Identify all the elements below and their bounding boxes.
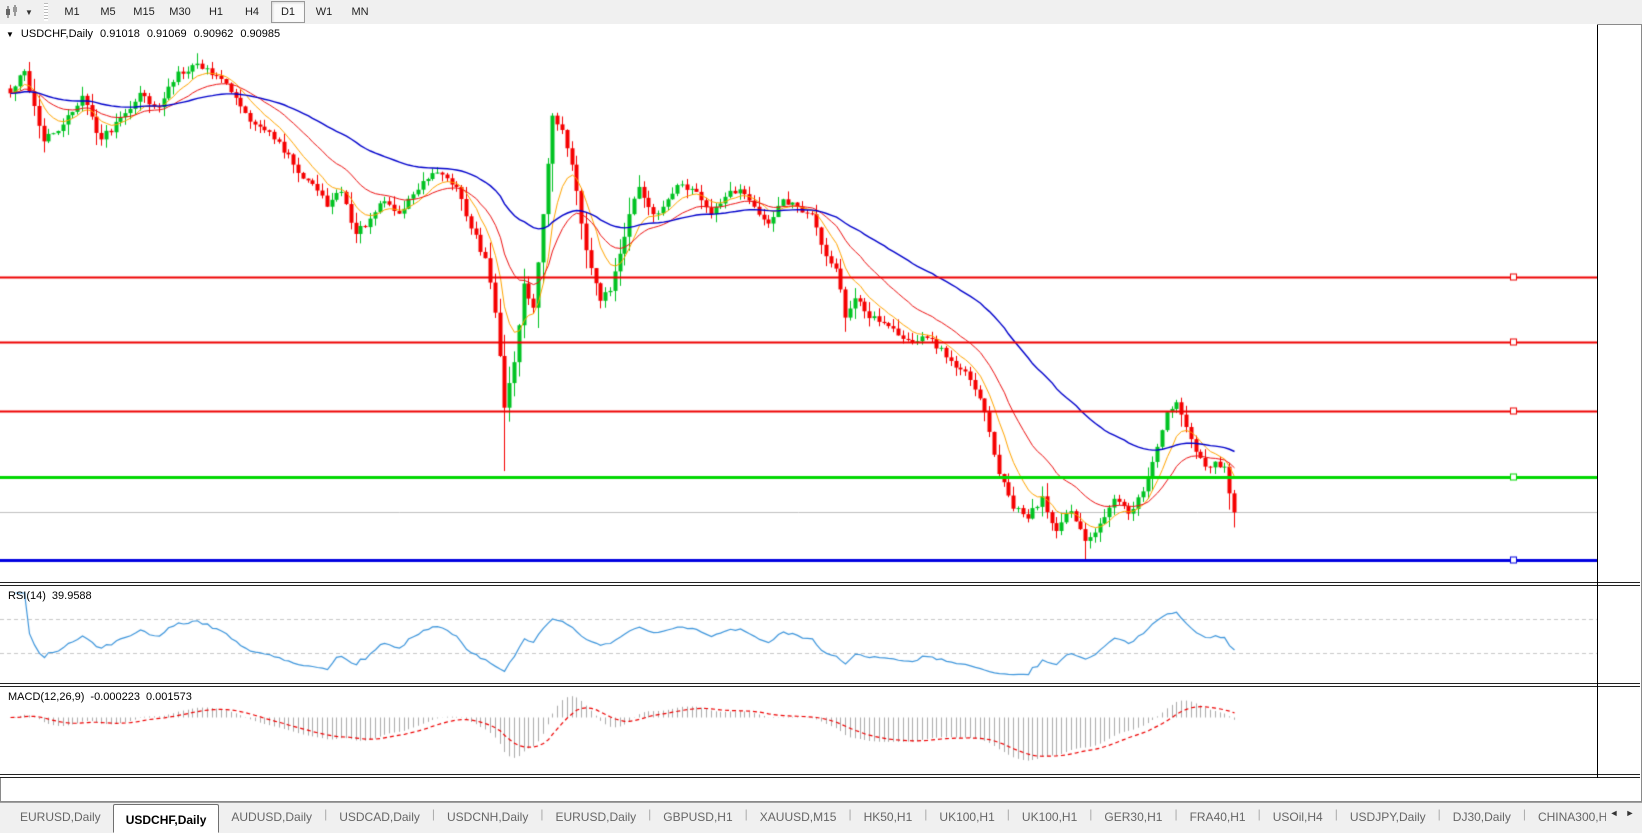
tab-uk100-h1[interactable]: UK100,H1 bbox=[939, 810, 995, 824]
tab-separator: | bbox=[1174, 807, 1178, 821]
ohlc-open: 0.91018 bbox=[100, 28, 140, 40]
macd-signal-value: 0.001573 bbox=[145, 691, 192, 703]
candlestick-glyph bbox=[6, 5, 17, 18]
tab-gbpusd-h1[interactable]: GBPUSD,H1 bbox=[663, 810, 733, 824]
rsi-name: RSI(14) bbox=[8, 590, 46, 602]
tab-usdcnh-daily[interactable]: USDCNH,Daily bbox=[447, 810, 529, 824]
ohlc-close: 0.90985 bbox=[240, 28, 281, 40]
timeframe-button-group: M1 M5 M15 M30 H1 H4 D1 W1 MN bbox=[54, 1, 378, 23]
macd-dateaxis-border bbox=[0, 774, 1640, 778]
tab-china300-h1[interactable]: CHINA300,H1 bbox=[1537, 810, 1606, 824]
ohlc-high: 0.91069 bbox=[146, 28, 187, 40]
rsi-pane-label: RSI(14) 39.9588 bbox=[8, 590, 92, 602]
macd-main-value: -0.000223 bbox=[90, 691, 140, 703]
tab-eurusd-daily[interactable]: EURUSD,Daily bbox=[555, 810, 637, 824]
chart-type-icon[interactable] bbox=[2, 2, 22, 22]
tab-fra40-h1[interactable]: FRA40,H1 bbox=[1189, 810, 1246, 824]
tab-hk50-h1[interactable]: HK50,H1 bbox=[863, 810, 913, 824]
tab-ger30-h1[interactable]: GER30,H1 bbox=[1104, 810, 1163, 824]
timeframe-button-MN[interactable]: MN bbox=[351, 6, 369, 18]
rsi-value: 39.9588 bbox=[51, 590, 92, 602]
axis-border-line bbox=[1597, 25, 1598, 778]
timeframe-button-M30[interactable]: M30 bbox=[169, 6, 191, 18]
tab-usdcad-daily[interactable]: USDCAD,Daily bbox=[339, 810, 420, 824]
chart-tab-bar: EURUSD,Daily USDCHF,Daily AUDUSD,Daily | USD… bbox=[0, 802, 1642, 833]
tab-eurusd-daily[interactable]: EURUSD,Daily bbox=[20, 810, 101, 824]
tab-separator: | bbox=[324, 807, 328, 821]
tab-usdchf-daily[interactable]: USDCHF,Daily bbox=[112, 804, 220, 833]
tab-separator: | bbox=[431, 807, 435, 821]
tab-separator: | bbox=[1257, 807, 1261, 821]
tab-uk100-h1[interactable]: UK100,H1 bbox=[1021, 810, 1078, 824]
tab-separator: | bbox=[540, 807, 544, 821]
tab-dj30-daily[interactable]: DJ30,Daily bbox=[1452, 810, 1511, 824]
macd-indicator-chart[interactable] bbox=[0, 687, 1597, 774]
tab-separator: | bbox=[848, 807, 852, 821]
toolbar-gripper[interactable] bbox=[44, 3, 48, 21]
timeframe-button-W1[interactable]: W1 bbox=[315, 6, 333, 18]
tab-separator: | bbox=[1006, 807, 1010, 821]
tab-separator: | bbox=[1437, 807, 1441, 821]
ohlc-low: 0.90962 bbox=[193, 28, 234, 40]
timeframe-button-M5[interactable]: M5 bbox=[100, 6, 116, 18]
tab-separator: | bbox=[648, 807, 652, 821]
timeframe-button-H1[interactable]: H1 bbox=[208, 6, 224, 18]
chart-type-dropdown-caret-icon[interactable]: ▼ bbox=[25, 7, 33, 17]
timeframe-button-H4[interactable]: H4 bbox=[244, 6, 260, 18]
macd-pane-label: MACD(12,26,9) -0.000223 0.001573 bbox=[8, 691, 192, 703]
timeframe-button-D1[interactable]: D1 bbox=[271, 1, 305, 23]
tab-usoil-h4[interactable]: USOil,H4 bbox=[1272, 810, 1323, 824]
timeframe-button-M15[interactable]: M15 bbox=[133, 6, 155, 18]
tab-separator: | bbox=[924, 807, 928, 821]
tab-separator: | bbox=[1522, 807, 1526, 821]
tab-xauusd-m15[interactable]: XAUUSD,M15 bbox=[759, 810, 837, 824]
symbol-header: ▼ USDCHF,Daily 0.91018 0.91069 0.90962 0… bbox=[6, 28, 280, 40]
tab-audusd-daily[interactable]: AUDUSD,Daily bbox=[231, 810, 313, 824]
tab-usdjpy-daily[interactable]: USDJPY,Daily bbox=[1349, 810, 1426, 824]
rsi-macd-splitter[interactable] bbox=[0, 683, 1640, 687]
symbol-dropdown-icon[interactable]: ▼ bbox=[6, 29, 14, 39]
timeframe-button-M1[interactable]: M1 bbox=[64, 6, 80, 18]
main-rsi-splitter[interactable] bbox=[0, 582, 1640, 586]
tab-separator: | bbox=[1334, 807, 1338, 821]
tab-scroll-right-button[interactable]: ► bbox=[1625, 808, 1635, 818]
timeframe-toolbar: ▼ M1 M5 M15 M30 H1 H4 D1 W1 MN bbox=[0, 0, 1642, 25]
main-price-chart[interactable] bbox=[0, 24, 1597, 584]
tab-separator: | bbox=[744, 807, 748, 821]
rsi-indicator-chart[interactable] bbox=[0, 586, 1597, 685]
symbol-name: USDCHF,Daily bbox=[20, 28, 94, 40]
macd-name: MACD(12,26,9) bbox=[8, 691, 85, 703]
tab-separator: | bbox=[1089, 807, 1093, 821]
tab-scroll-left-button[interactable]: ◄ bbox=[1609, 808, 1619, 818]
